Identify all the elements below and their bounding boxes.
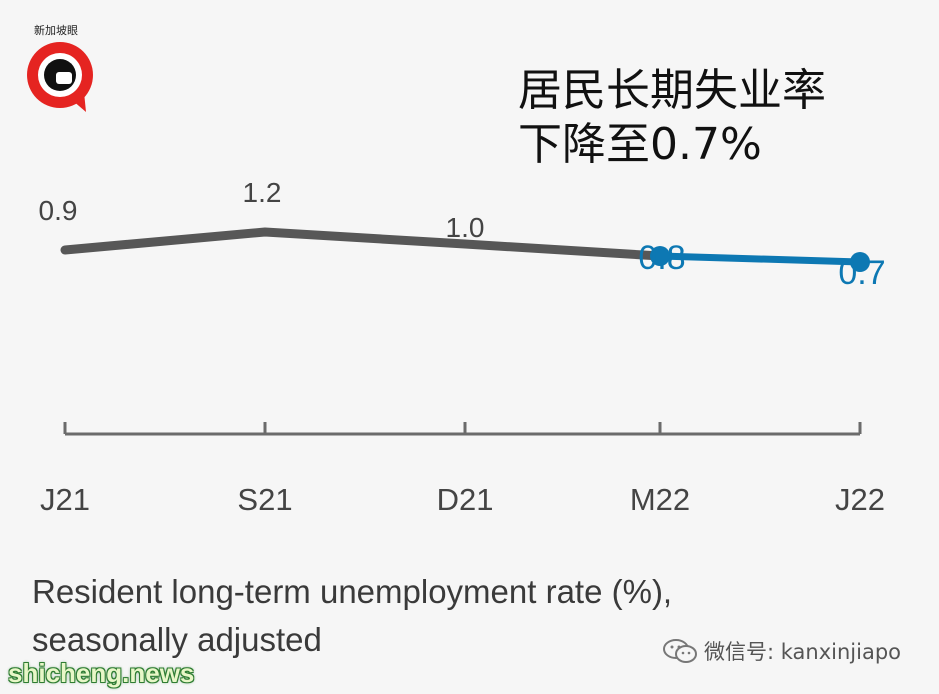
chart-caption: Resident long-term unemployment rate (%)… bbox=[32, 568, 672, 664]
watermark: shicheng.news bbox=[8, 658, 195, 688]
data-label-3: 0.8 bbox=[638, 239, 685, 277]
data-point-3 bbox=[650, 246, 670, 266]
series-line-base bbox=[60, 227, 665, 261]
data-label-0: 0.9 bbox=[39, 195, 78, 226]
x-tick-label-2: D21 bbox=[437, 482, 494, 517]
logo-icon bbox=[22, 20, 112, 115]
headline-line1: 居民长期失业率 bbox=[518, 65, 826, 116]
caption-line1: Resident long-term unemployment rate (%)… bbox=[32, 573, 673, 610]
x-tick-label-3: M22 bbox=[630, 482, 690, 517]
x-tick-label-1: S21 bbox=[237, 482, 292, 517]
headline-line2: 下降至0.7% bbox=[518, 119, 762, 170]
wechat-icon bbox=[663, 639, 697, 663]
caption-line2: seasonally adjusted bbox=[32, 621, 322, 658]
data-label-1: 1.2 bbox=[243, 177, 282, 208]
x-tick-label-0: J21 bbox=[40, 482, 90, 517]
series-line-highlight bbox=[656, 252, 864, 266]
data-label-4: 0.7 bbox=[838, 254, 885, 292]
wechat-account: 微信号: kanxinjiapo bbox=[662, 636, 901, 666]
x-tick-label-4: J22 bbox=[835, 482, 885, 517]
data-label-2: 1.0 bbox=[446, 212, 485, 243]
line-chart: 0.9 1.2 1.0 0.8 0.7 J21 S21 D21 M22 J22 bbox=[39, 177, 886, 517]
data-point-4 bbox=[850, 252, 870, 272]
wechat-id: 微信号: kanxinjiapo bbox=[704, 640, 902, 664]
logo-text: 新加坡眼 bbox=[34, 24, 78, 37]
headline: 居民长期失业率 下降至0.7% bbox=[518, 64, 826, 172]
